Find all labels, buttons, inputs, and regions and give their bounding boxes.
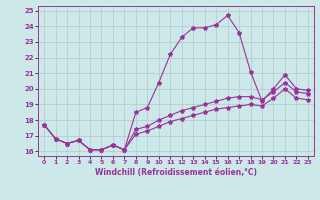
X-axis label: Windchill (Refroidissement éolien,°C): Windchill (Refroidissement éolien,°C) [95, 168, 257, 177]
